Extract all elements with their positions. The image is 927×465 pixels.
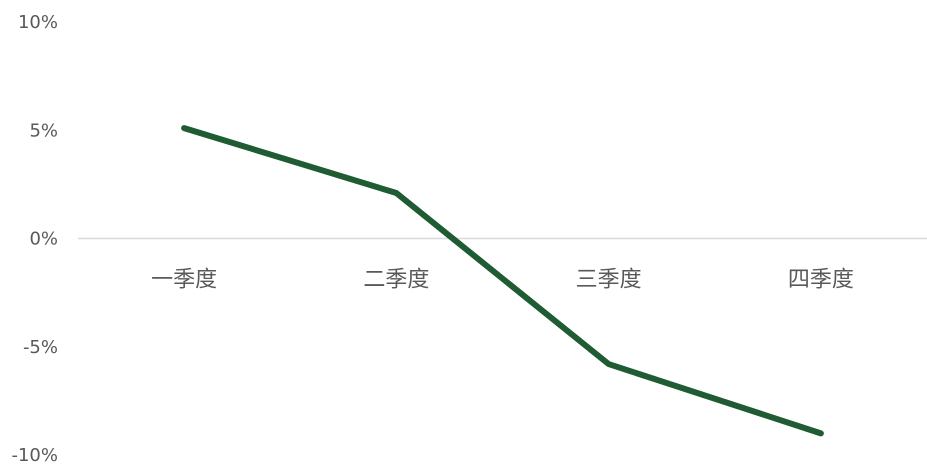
series-line xyxy=(181,125,824,437)
y-axis-ticks: 10% 5% 0% -5% -10% xyxy=(11,12,58,465)
y-tick-label: -5% xyxy=(23,337,58,358)
x-category-label: 一季度 xyxy=(151,268,217,293)
y-tick-label: 10% xyxy=(18,12,58,33)
x-axis-categories: 一季度 二季度 三季度 四季度 xyxy=(151,268,854,293)
y-tick-label: 5% xyxy=(29,120,58,141)
y-tick-label: -10% xyxy=(11,445,58,465)
x-category-label: 二季度 xyxy=(363,268,429,293)
y-tick-label: 0% xyxy=(29,229,58,250)
x-category-label: 四季度 xyxy=(788,268,854,293)
series-layer xyxy=(181,125,824,437)
x-category-label: 三季度 xyxy=(576,268,642,293)
